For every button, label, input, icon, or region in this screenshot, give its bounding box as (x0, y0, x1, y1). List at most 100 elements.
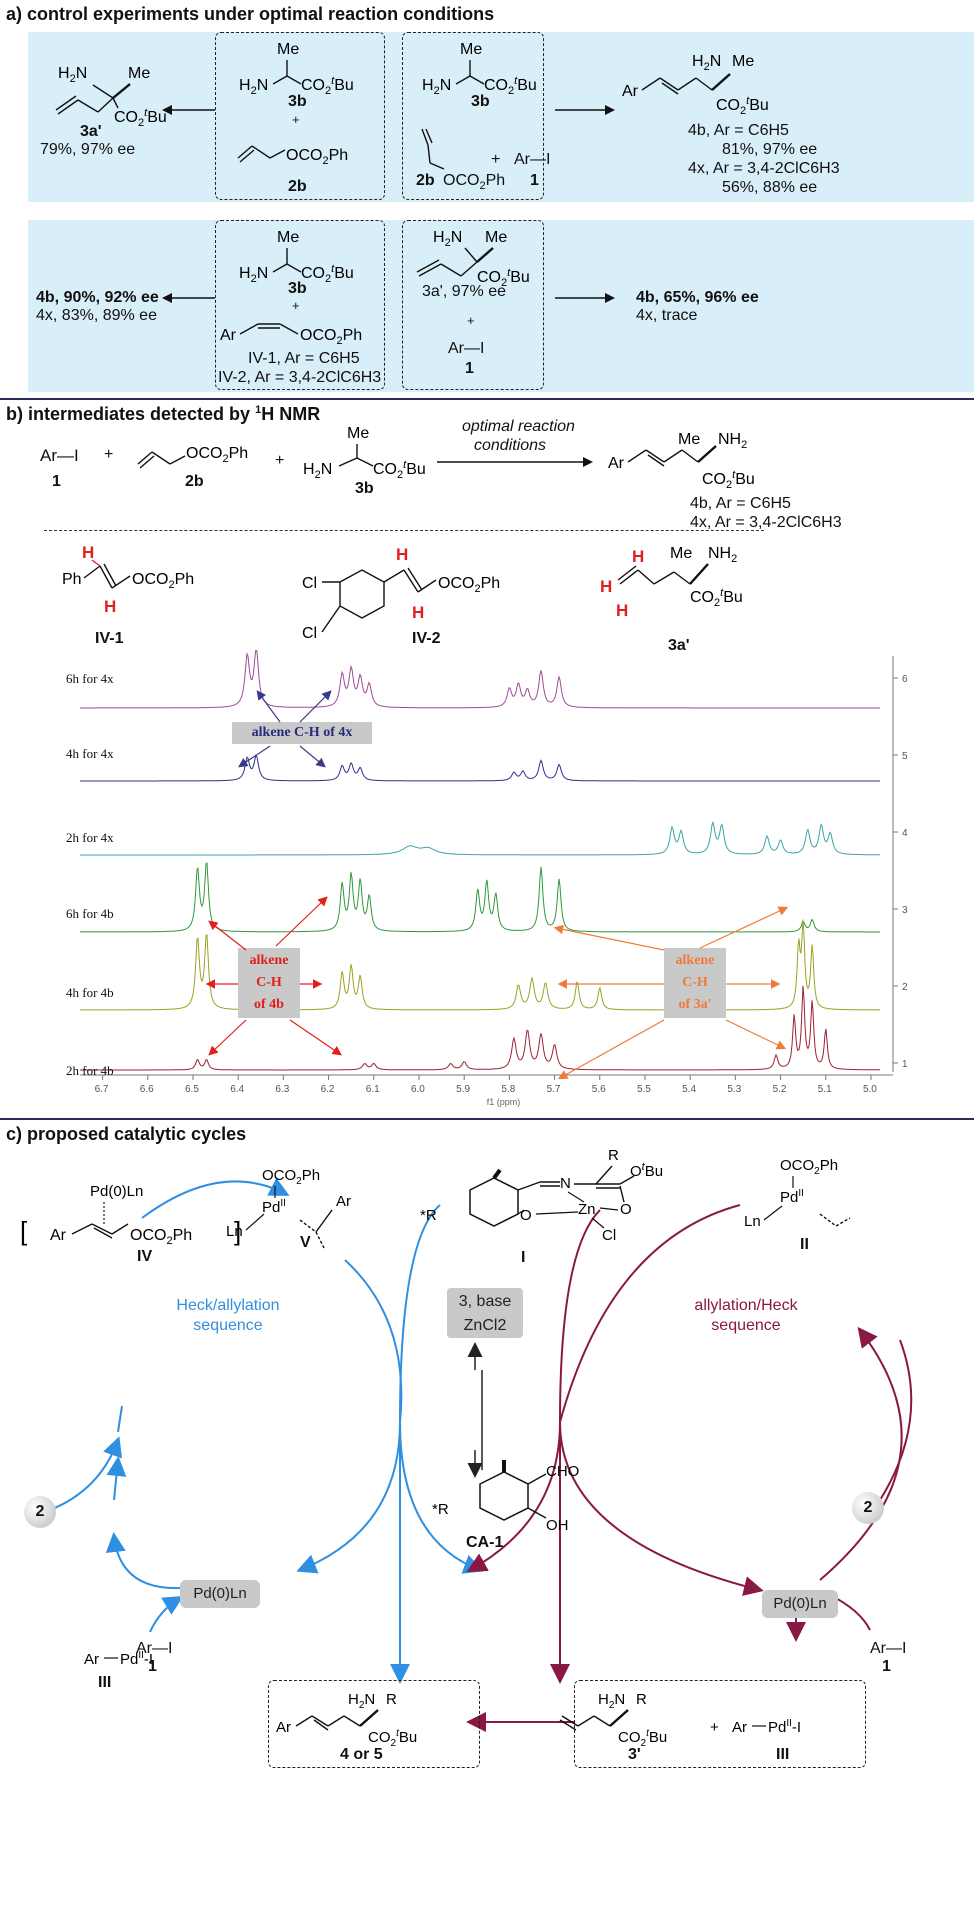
nmr-spectra: 6 5 4 3 2 1 6.7 6.6 6.5 6.4 6.3 6.2 6.1 6.0 5.9 5.8 5.7… (80, 650, 908, 1107)
label-1-box4: 1 (465, 360, 474, 377)
box-3a-1 (402, 220, 544, 390)
box-3prime-III (574, 1680, 866, 1768)
arrow-right-row2 (555, 293, 615, 303)
nmr-trace-2 (80, 754, 880, 782)
svg-text:H: H (632, 547, 644, 566)
product-4b-yield-row1: 81%, 97% ee (722, 141, 818, 158)
nmr-xtick-label: 5.2 (773, 1084, 787, 1095)
label-III-left: III (98, 1674, 112, 1691)
label-3b-box2: 3b (471, 93, 490, 110)
svg-text:Zn: Zn (578, 1201, 596, 1218)
svg-text:H: H (616, 601, 628, 620)
scheme-product-4b: 4b, Ar = C6H5 (690, 495, 791, 512)
arrow-right-row1 (555, 105, 615, 115)
label-3a-box4: 3a', 97% ee (422, 283, 507, 300)
scheme-3b: 3b (355, 480, 374, 497)
nmr-xaxis-label: f1 (ppm) (487, 1097, 521, 1107)
structure-4-row1: Ar H2N Me CO2tBu (622, 53, 769, 117)
nmr-ytick-label: 6 (902, 674, 908, 685)
scheme-2b-structure: OCO2Ph (137, 445, 248, 469)
svg-text:OtBu: OtBu (630, 1161, 663, 1180)
label-2b-box2: 2b (416, 172, 435, 189)
nmr-ytick-label: 5 (902, 751, 908, 762)
arrow-left-row1 (162, 105, 215, 115)
svg-text:Me: Me (128, 65, 150, 82)
svg-text:CO2tBu: CO2tBu (368, 1728, 417, 1749)
svg-text:*R: *R (432, 1501, 449, 1518)
svg-text:*R: *R (420, 1207, 437, 1224)
svg-text:H2N: H2N (348, 1691, 375, 1711)
label-I: I (521, 1249, 526, 1266)
spectrum-label-6h-4b: 6h for 4b (66, 906, 114, 921)
svg-text:NH2: NH2 (718, 431, 747, 451)
scheme-product-structure: Ar Me NH2 CO2tBu (608, 431, 755, 491)
svg-text:R: R (386, 1691, 397, 1708)
svg-text:H2N: H2N (433, 229, 462, 249)
nmr-xtick-label: 5.0 (863, 1084, 877, 1095)
scheme-3b-structure: Me H2N CO2tBu (303, 425, 426, 480)
svg-text:H2N: H2N (692, 53, 721, 73)
svg-text:R: R (636, 1691, 647, 1708)
row2-left-line1: 4b, 90%, 92% ee (36, 289, 159, 306)
svg-text:H2N: H2N (303, 461, 332, 480)
svg-text:+: + (710, 1719, 719, 1736)
nmr-ytick-label: 1 (902, 1059, 908, 1070)
svg-text:OCO2Ph: OCO2Ph (300, 327, 362, 347)
product-4b-row1: 4b, Ar = C6H5 (688, 122, 789, 139)
section-c-title: c) proposed catalytic cycles (6, 1124, 247, 1144)
svg-text:Ar: Ar (220, 327, 237, 344)
label-3prime: 3' (628, 1746, 641, 1763)
arrow-left-row2 (162, 293, 215, 303)
svg-text:[: [ (20, 1216, 28, 1246)
spectrum-label-2h-4x: 2h for 4x (66, 830, 114, 845)
nmr-xtick-label: 6.2 (321, 1084, 335, 1095)
label-II: II (800, 1236, 809, 1253)
svg-text:OCO2Ph: OCO2Ph (438, 575, 500, 595)
svg-text:Ar: Ar (336, 1193, 351, 1210)
svg-text:Ar: Ar (732, 1719, 747, 1736)
nmr-xtick-label: 5.9 (456, 1084, 470, 1095)
annotation-alkene-4b: alkene C-H of 4b (238, 948, 300, 1018)
intermediate-3a-structure: Me NH2 CO2tBu H H H (600, 545, 743, 620)
plus-box1: + (292, 112, 300, 127)
svg-text:H2N: H2N (239, 77, 268, 97)
scheme-arI: Ar—I (40, 446, 79, 465)
scheme-conditions-2: conditions (474, 437, 547, 454)
structure-3a-prime: H2N Me CO2tBu (55, 65, 167, 129)
nmr-ytick-label: 4 (902, 828, 908, 839)
intermediate-3a: 3a' (668, 637, 690, 654)
svg-text:Me: Me (678, 431, 700, 448)
svg-text:Ph: Ph (62, 571, 82, 588)
spectrum-label-2h-4b: 2h for 4b (66, 1063, 114, 1078)
nmr-xtick-label: 5.8 (501, 1084, 515, 1095)
svg-text:CO2tBu: CO2tBu (484, 75, 537, 97)
svg-text:Ar: Ar (50, 1227, 67, 1244)
label-4-or-5: 4 or 5 (340, 1746, 383, 1763)
spectrum-label-6h-4x: 6h for 4x (66, 671, 114, 686)
label-IV: IV (137, 1248, 153, 1265)
one-left: 1 (148, 1658, 157, 1675)
svg-text:H: H (412, 603, 424, 622)
svg-text:Me: Me (277, 229, 299, 246)
svg-text:Ln: Ln (226, 1223, 243, 1240)
svg-text:Pd(0)Ln: Pd(0)Ln (90, 1183, 143, 1200)
row2-left-line2: 4x, 83%, 89% ee (36, 307, 157, 324)
nmr-trace-5 (80, 919, 880, 1011)
nmr-xtick-label: 5.1 (818, 1084, 832, 1095)
svg-text:OCO2Ph: OCO2Ph (262, 1167, 320, 1187)
svg-text:H: H (82, 543, 94, 562)
divider-bc (0, 1118, 974, 1120)
annotation-alkene-4x: alkene C-H of 4x (232, 722, 372, 744)
svg-text:OCO2Ph: OCO2Ph (132, 571, 194, 591)
svg-text:R: R (608, 1147, 619, 1164)
arI-left: Ar—I (136, 1640, 173, 1657)
nmr-xtick-label: 6.7 (95, 1084, 109, 1095)
nmr-xtick-label: 6.3 (275, 1084, 289, 1095)
arI-right: Ar—I (870, 1640, 907, 1657)
IV1-box3: IV-1, Ar = C6H5 (248, 350, 360, 367)
svg-text:H2N: H2N (239, 265, 268, 285)
nmr-xtick-label: 5.7 (547, 1084, 561, 1095)
scheme-1: 1 (52, 473, 61, 490)
right-cycle-label: allylation/Heck sequence (694, 1297, 798, 1334)
spectrum-label-4h-4b: 4h for 4b (66, 985, 114, 1000)
